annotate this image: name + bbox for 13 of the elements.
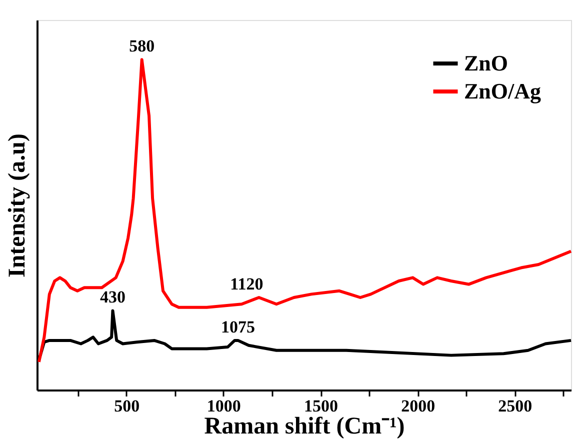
x-axis-title: Raman shift (Cm⁻¹)	[204, 414, 405, 440]
annotation: 430	[100, 288, 126, 307]
legend-label: ZnO	[464, 50, 508, 76]
x-tick-label: 2000	[401, 396, 436, 416]
x-tick-label: 1000	[206, 396, 241, 416]
annotation: 1075	[220, 317, 255, 336]
x-tick-label: 2500	[498, 396, 532, 416]
legend-label: ZnO/Ag	[464, 78, 542, 104]
x-tick-label: 500	[114, 396, 140, 416]
annotation: 580	[129, 36, 155, 56]
annotation: 1120	[230, 274, 264, 294]
y-axis-title: Intensity (a.u)	[4, 133, 30, 278]
x-tick-label: 1500	[304, 396, 338, 416]
